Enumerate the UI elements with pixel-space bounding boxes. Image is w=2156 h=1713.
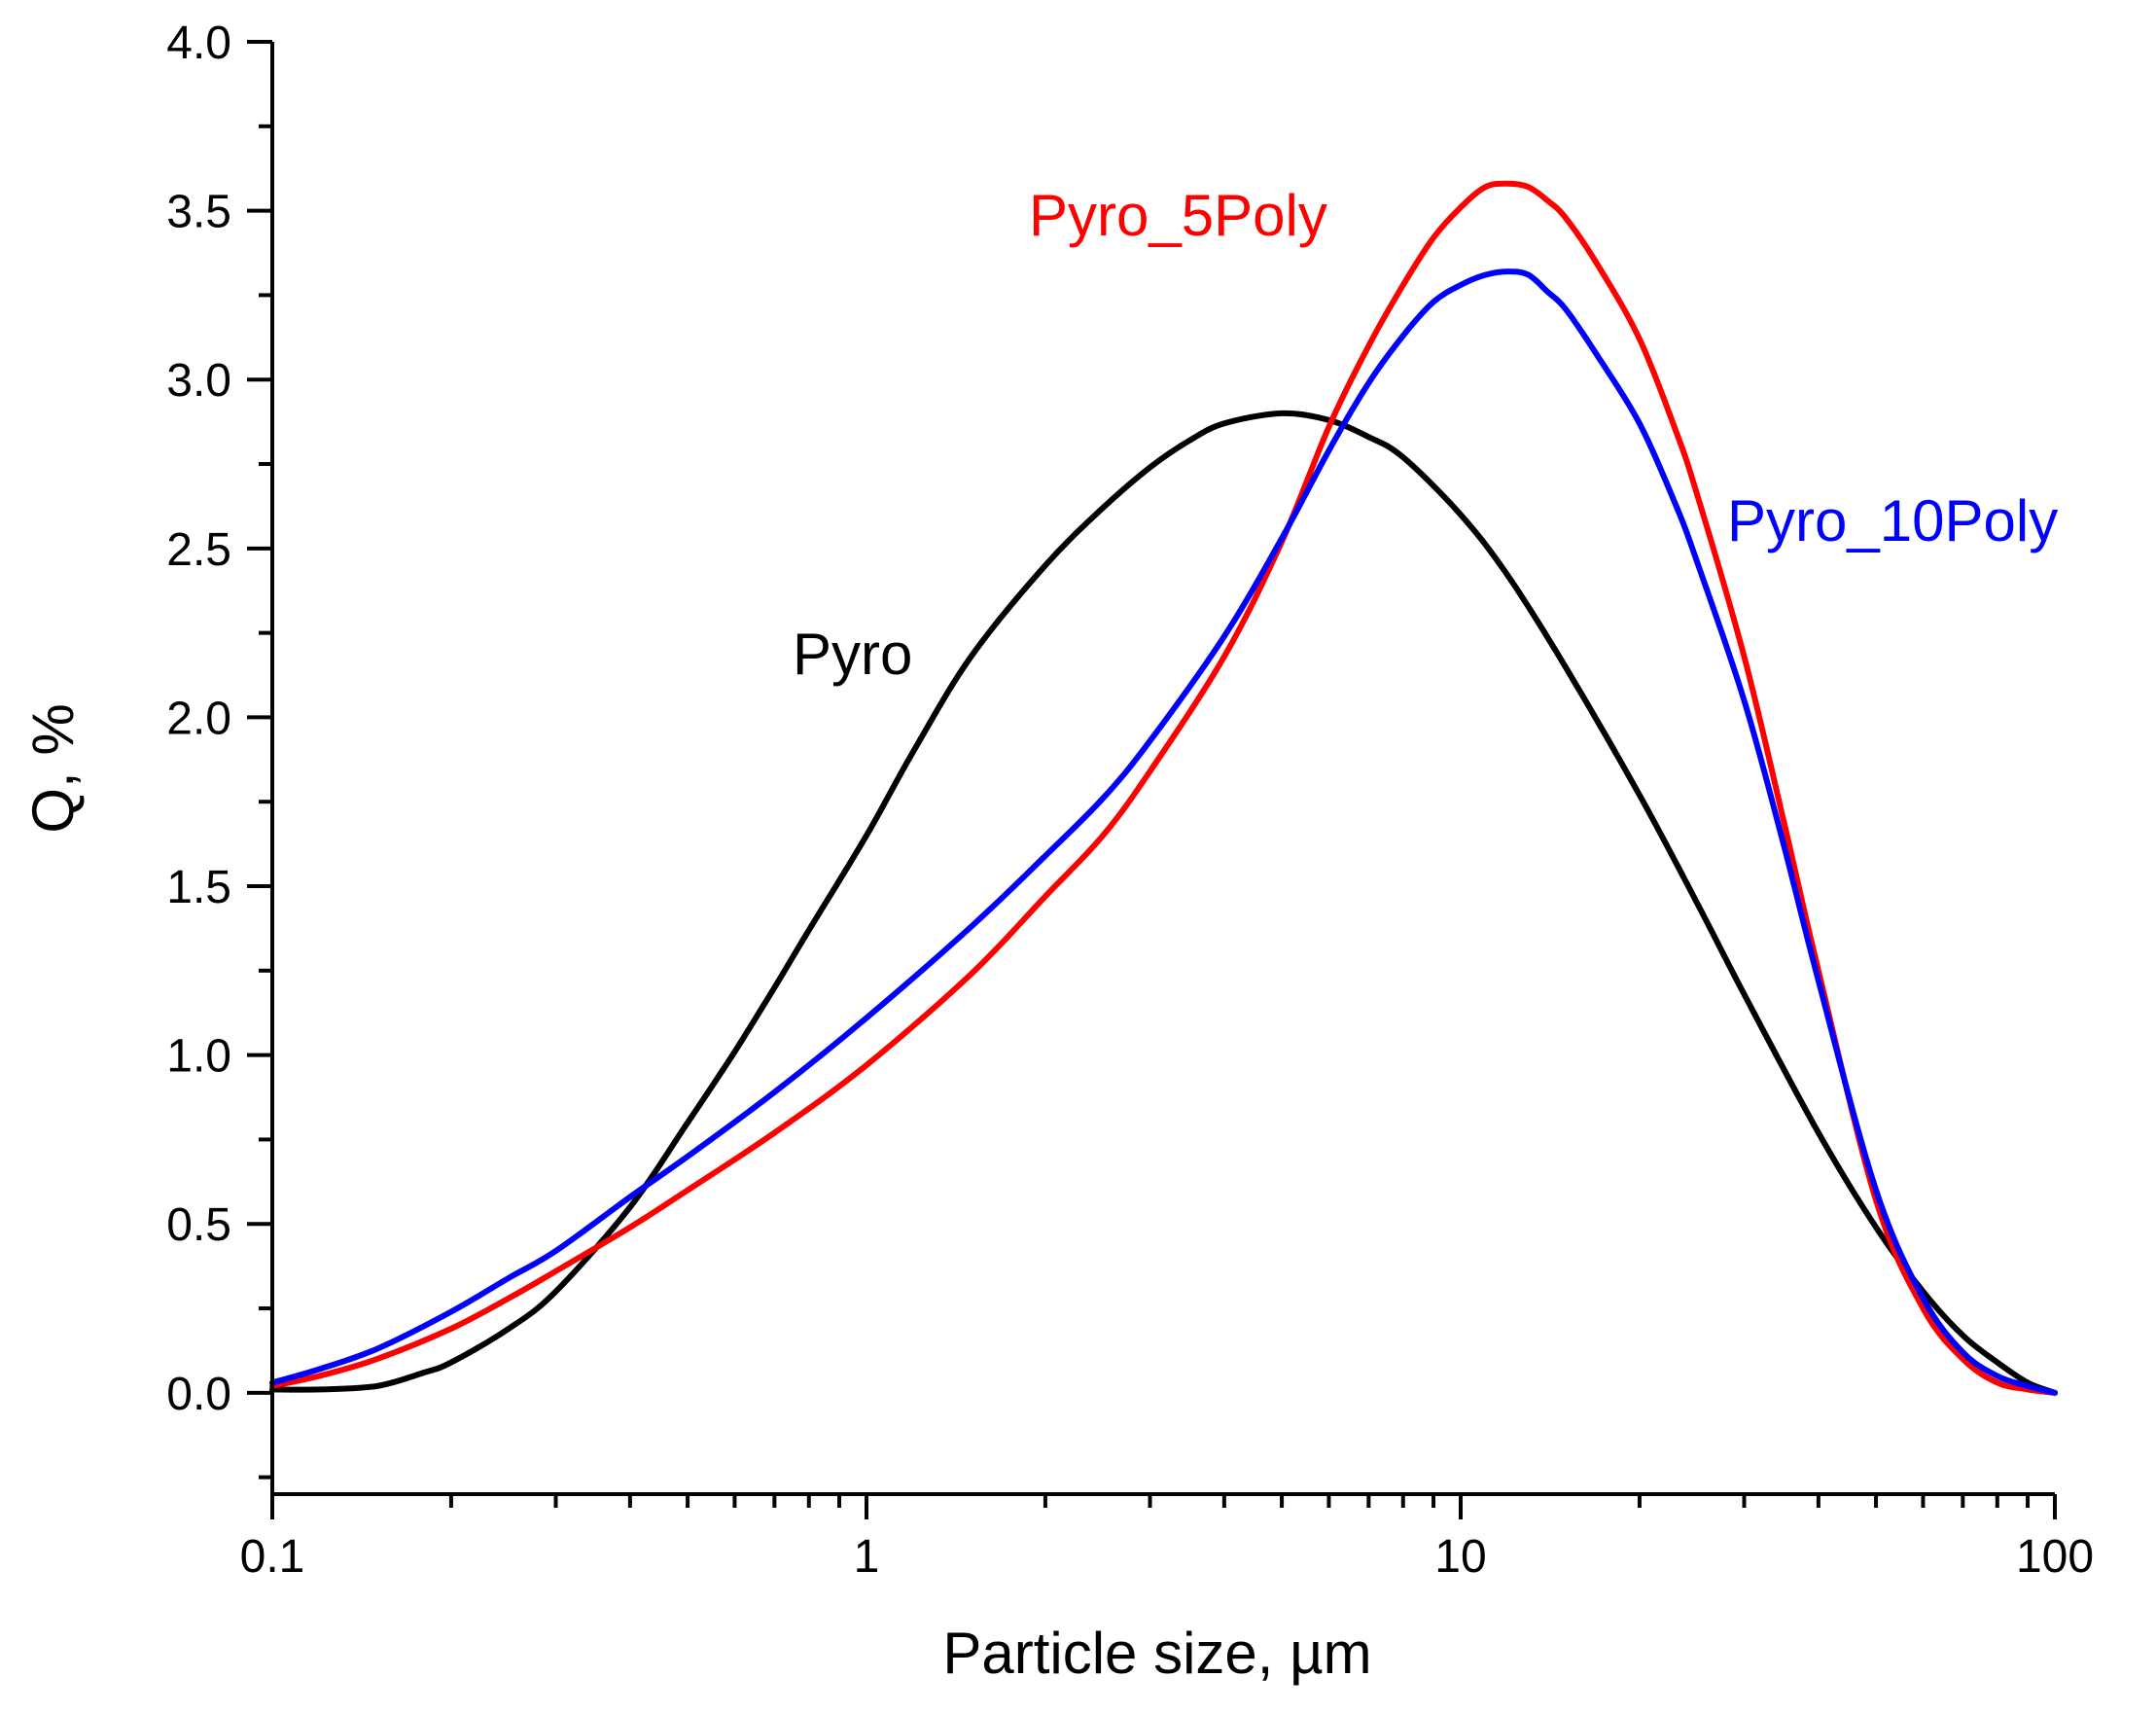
series-line-pyro-10poly — [269, 268, 2058, 1396]
y-tick-label: 0.0 — [166, 1369, 231, 1420]
x-tick-label: 0.1 — [240, 1531, 305, 1583]
y-tick-label: 3.0 — [166, 355, 231, 407]
y-tick-label: 1.0 — [166, 1031, 231, 1083]
series-label-pyro-5poly: Pyro_5Poly — [1029, 183, 1327, 248]
x-tick-label: 10 — [1434, 1531, 1486, 1583]
x-tick-label: 100 — [2016, 1531, 2094, 1583]
y-tick-label: 3.5 — [166, 187, 231, 238]
series-line-pyro-5poly — [269, 180, 2058, 1396]
y-tick-label: 0.5 — [166, 1199, 231, 1251]
y-tick-label: 1.5 — [166, 862, 231, 913]
series-label-pyro: Pyro — [793, 622, 912, 687]
axes: 0.0 0.5 1.0 1.5 2.0 2.5 3.0 3.5 4.0 0.1 1 10 100 — [166, 18, 2094, 1583]
x-axis-title: Particle size, µm — [942, 1621, 1371, 1686]
y-tick-label: 4.0 — [166, 18, 231, 69]
series-line-pyro — [269, 410, 2058, 1396]
x-tick-label: 1 — [854, 1531, 880, 1583]
y-tick-label: 2.0 — [166, 693, 231, 744]
plot-area: Pyro Pyro_5Poly Pyro_10Poly — [269, 180, 2058, 1396]
series-label-pyro-10poly: Pyro_10Poly — [1727, 488, 2058, 553]
y-tick-label: 2.5 — [166, 524, 231, 576]
y-axis-title: Q, % — [20, 703, 86, 833]
